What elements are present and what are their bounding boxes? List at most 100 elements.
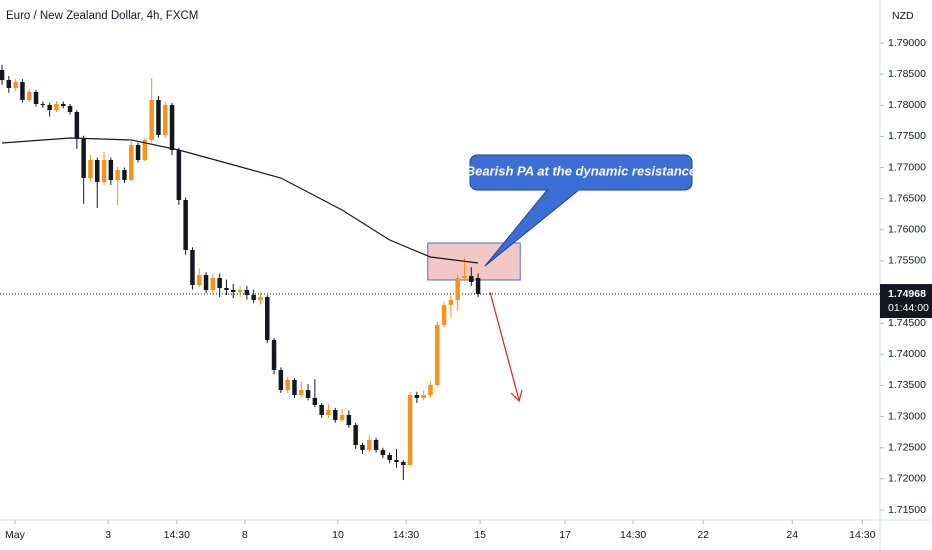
candle-body [47,104,52,111]
candle-body [20,81,25,100]
candle-body [278,370,284,390]
candle-body [169,104,175,150]
candle-body [265,297,270,341]
last-price-box [880,284,932,319]
x-tick-label: 17 [559,529,571,541]
candle-body [95,160,100,182]
x-tick-label: 14:30 [849,529,875,541]
candle-body [346,414,352,425]
candle-body [285,379,290,390]
candle-body [407,394,413,465]
y-tick-label: 1.72500 [888,441,926,453]
candle-body [149,99,154,140]
candle-body [271,340,277,371]
candle-body [224,288,229,291]
chart-title: Euro / New Zealand Dollar, 4h, FXCM [6,10,198,22]
x-tick-label: 15 [474,529,486,541]
y-tick-label: 1.75500 [888,255,926,267]
candle-body [421,394,426,398]
y-tick-label: 1.77000 [888,161,926,173]
candle-body [462,276,467,278]
candle-body [251,294,256,300]
candle-body [258,297,263,300]
x-tick-label: 8 [242,529,248,541]
y-tick-label: 1.73500 [888,379,926,391]
candle-body [292,379,297,395]
candle-body [326,409,331,415]
x-tick-label: 10 [332,529,344,541]
y-tick-label: 1.71500 [888,504,926,516]
candle-body [190,249,195,285]
callout-join [549,186,579,191]
candle-body [108,160,114,180]
arrow-line [489,291,520,401]
y-tick-label: 1.74500 [888,317,926,329]
candle-body [435,325,440,385]
moving-average [1,137,479,264]
x-tick-label: 14:30 [393,529,419,541]
candle-body [88,160,93,179]
x-tick-label: May [5,529,26,541]
candle-body [6,80,12,88]
candle-body [101,160,107,182]
currency-label: NZD [892,10,914,22]
candle-body [33,92,39,104]
candle-body [469,276,474,282]
candle-body [156,99,161,135]
candle-body [401,461,406,465]
plot-area [0,64,880,481]
candle-body [231,290,236,293]
candle-body [305,390,311,398]
candle-body [183,199,188,250]
y-tick-label: 1.77500 [888,130,926,142]
candle-body [475,277,481,295]
candle-body [142,139,148,161]
candle-body [210,277,216,291]
candle-body [0,69,5,81]
candle-body [339,414,345,421]
candle-body [441,305,447,325]
x-tick-label: 24 [786,529,798,541]
annotations: Bearish PA at the dynamic resistance [466,154,696,403]
y-tick-label: 1.78500 [888,68,926,80]
candle-body [353,424,358,445]
candle-body [129,145,134,180]
candle-body [40,103,46,105]
candle-body [455,277,460,300]
countdown-label: 01:44:00 [888,302,929,314]
y-tick-label: 1.74000 [888,348,926,360]
candle-body [373,439,379,450]
candle-body [448,299,454,306]
y-tick-label: 1.76500 [888,192,926,204]
candle-body [54,103,59,111]
candle-body [197,275,202,285]
candle-body [135,145,141,161]
y-tick-label: 1.73000 [888,410,926,422]
candle-body [394,459,399,462]
annotation-text: Bearish PA at the dynamic resistance [466,163,696,178]
x-tick-label: 3 [105,529,111,541]
y-tick-label: 1.72000 [888,473,926,485]
candle-body [26,92,32,100]
candle-body [217,277,222,289]
candle-body [163,104,168,135]
candle-body [13,81,18,88]
y-tick-label: 1.78000 [888,99,926,111]
candle-body [74,112,80,138]
candle-body [203,275,209,291]
candle-body [387,455,392,460]
candle-body [414,394,420,398]
callout-box [469,154,693,191]
candle-body [367,439,372,450]
y-tick-label: 1.76000 [888,224,926,236]
x-tick-label: 22 [697,529,709,541]
candle-body [122,169,127,180]
candle-body [380,449,386,455]
candle-body [81,137,86,179]
candle-body [428,384,433,395]
candle-body [360,444,365,450]
candle-body [244,290,250,295]
x-tick-label: 14:30 [164,529,190,541]
